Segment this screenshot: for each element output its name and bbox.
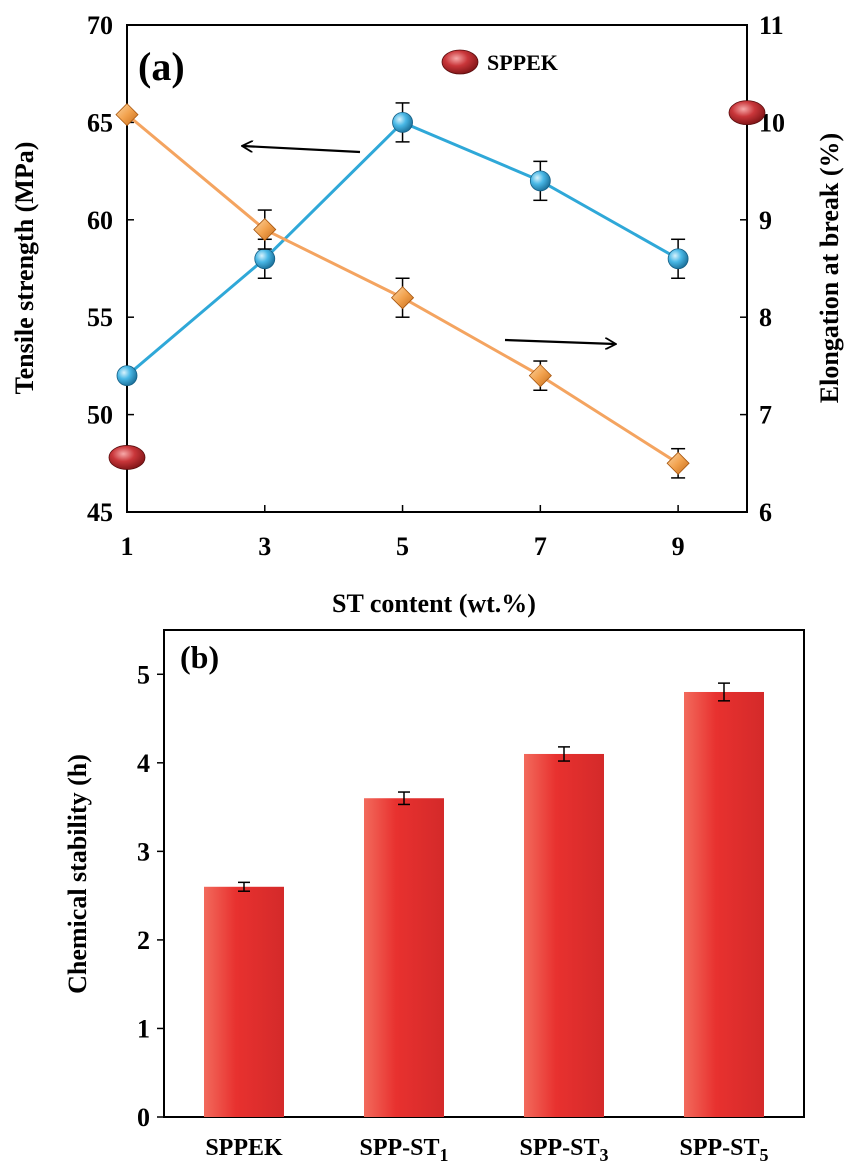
data-point-circle — [116, 365, 138, 387]
data-point-circle — [667, 248, 689, 270]
legend-marker-sppek — [441, 49, 479, 75]
data-point-circle — [254, 248, 276, 270]
x-tick-label: 9 — [672, 532, 685, 561]
sppek-point-right — [728, 100, 766, 126]
y-right-tick-label: 6 — [759, 498, 772, 527]
panel-b: (b) 0 1 2 3 4 5 SPPEK SPP-ST1 SPP-ST3 SPP-ST5 Ch… — [63, 629, 805, 1165]
panel-a-y-right-label: Elongation at break (%) — [815, 133, 844, 403]
series-left-line — [126, 120, 679, 377]
left-axis-ticks: 45 50 55 60 65 70 — [87, 11, 134, 527]
panel-b-y-label: Chemical stability (h) — [63, 754, 92, 994]
y-tick-label: 1 — [137, 1014, 150, 1043]
y-left-tick-label: 70 — [87, 11, 113, 40]
category-label: SPP-ST3 — [519, 1135, 608, 1165]
panel-a-plot-frame — [126, 24, 748, 513]
arrow-right-icon — [504, 340, 615, 344]
y-left-tick-label: 45 — [87, 498, 113, 527]
y-right-tick-label: 8 — [759, 303, 772, 332]
panel-b-plot-frame — [163, 629, 805, 1118]
bar — [364, 798, 444, 1117]
panel-b-label: (b) — [180, 639, 219, 675]
data-point-diamond — [115, 103, 139, 127]
x-tick-label: 3 — [258, 532, 271, 561]
y-tick-label: 2 — [137, 926, 150, 955]
x-tick-label: 1 — [121, 532, 134, 561]
panel-b-categories: SPPEK SPP-ST1 SPP-ST3 SPP-ST5 — [205, 1135, 768, 1165]
data-point-circle — [392, 112, 413, 133]
category-label: SPP-ST1 — [359, 1135, 448, 1165]
legend: SPPEK — [441, 49, 558, 75]
data-point-diamond — [666, 451, 690, 475]
data-point-circle — [529, 170, 551, 192]
data-point-diamond — [390, 286, 415, 310]
panel-b-bars — [204, 682, 764, 1117]
panel-a-x-label: ST content (wt.%) — [332, 589, 536, 618]
bar — [684, 691, 764, 1117]
x-tick-label: 5 — [396, 532, 409, 561]
y-tick-label: 5 — [137, 660, 150, 689]
y-tick-label: 4 — [137, 749, 150, 778]
category-label: SPPEK — [205, 1135, 283, 1161]
y-tick-label: 0 — [137, 1103, 150, 1132]
y-left-tick-label: 50 — [87, 401, 113, 430]
bar — [524, 753, 604, 1117]
y-left-tick-label: 65 — [87, 108, 113, 137]
panel-b-y-ticks: 0 1 2 3 4 5 — [137, 660, 164, 1132]
y-right-tick-label: 11 — [759, 11, 784, 40]
panel-a-label: (a) — [138, 44, 185, 89]
sppek-point-left — [108, 445, 146, 470]
y-left-tick-label: 55 — [87, 303, 113, 332]
category-label: SPP-ST5 — [679, 1135, 768, 1165]
y-tick-label: 3 — [137, 837, 150, 866]
y-right-tick-label: 7 — [759, 401, 772, 430]
series-layer — [108, 100, 766, 479]
panel-a-y-left-label: Tensile strength (MPa) — [10, 142, 39, 395]
data-point-diamond — [253, 217, 277, 242]
x-axis-ticks: 1 3 5 7 9 — [121, 505, 685, 561]
data-point-diamond — [528, 364, 552, 388]
bar — [204, 886, 284, 1117]
legend-label-sppek: SPPEK — [487, 50, 558, 75]
arrow-left-icon — [243, 146, 361, 154]
y-right-tick-label: 9 — [759, 206, 772, 235]
y-left-tick-label: 60 — [87, 206, 113, 235]
x-tick-label: 7 — [534, 532, 547, 561]
